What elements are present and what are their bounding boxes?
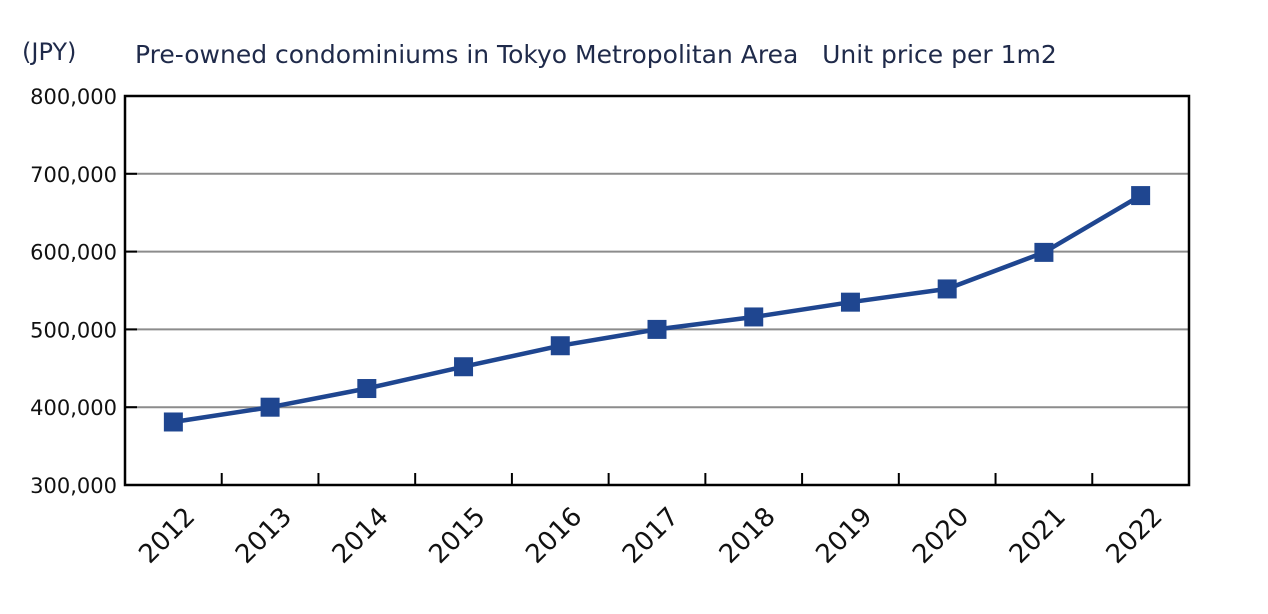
unit-label: (JPY) bbox=[22, 38, 77, 66]
x-tick-label: 2017 bbox=[617, 502, 685, 570]
data-point-marker bbox=[744, 307, 764, 327]
x-tick-label: 2014 bbox=[327, 502, 395, 570]
data-point-marker bbox=[647, 319, 667, 339]
data-point-marker bbox=[550, 336, 570, 356]
y-tick-label: 500,000 bbox=[30, 318, 117, 342]
x-tick-label: 2012 bbox=[133, 502, 201, 570]
data-point-marker bbox=[260, 397, 280, 417]
x-tick-label: 2021 bbox=[1004, 502, 1072, 570]
chart-title: Pre-owned condominiums in Tokyo Metropol… bbox=[135, 40, 1057, 69]
data-point-marker bbox=[937, 279, 957, 299]
data-point-marker bbox=[357, 379, 377, 399]
data-point-marker bbox=[1131, 186, 1151, 206]
x-tick-label: 2022 bbox=[1101, 502, 1169, 570]
plot-frame bbox=[123, 94, 1191, 487]
y-tick-labels: 300,000 400,000 500,000 600,000 700,000 800,0… bbox=[30, 85, 117, 498]
y-tick-label: 600,000 bbox=[30, 241, 117, 265]
x-tick-labels: 2012 2013 2014 2015 2016 2017 2018 2019 2020 2021… bbox=[133, 502, 1168, 570]
x-tick-label: 2015 bbox=[424, 502, 492, 570]
data-point-marker bbox=[454, 357, 474, 377]
x-tick-label: 2018 bbox=[714, 502, 782, 570]
data-point-marker bbox=[1034, 242, 1054, 262]
y-tick-label: 800,000 bbox=[30, 85, 117, 109]
y-tick-label: 300,000 bbox=[30, 474, 117, 498]
gridlines bbox=[125, 172, 1189, 409]
data-point-marker bbox=[840, 292, 860, 312]
axes bbox=[123, 94, 1191, 487]
y-tick-label: 400,000 bbox=[30, 396, 117, 420]
x-tick-label: 2013 bbox=[230, 502, 298, 570]
series bbox=[163, 186, 1151, 432]
series-line bbox=[173, 193, 1142, 425]
x-tick-label: 2019 bbox=[810, 502, 878, 570]
data-point-marker bbox=[163, 412, 183, 432]
x-tick-label: 2020 bbox=[907, 502, 975, 570]
y-tick-label: 700,000 bbox=[30, 163, 117, 187]
x-tick-label: 2016 bbox=[520, 502, 588, 570]
